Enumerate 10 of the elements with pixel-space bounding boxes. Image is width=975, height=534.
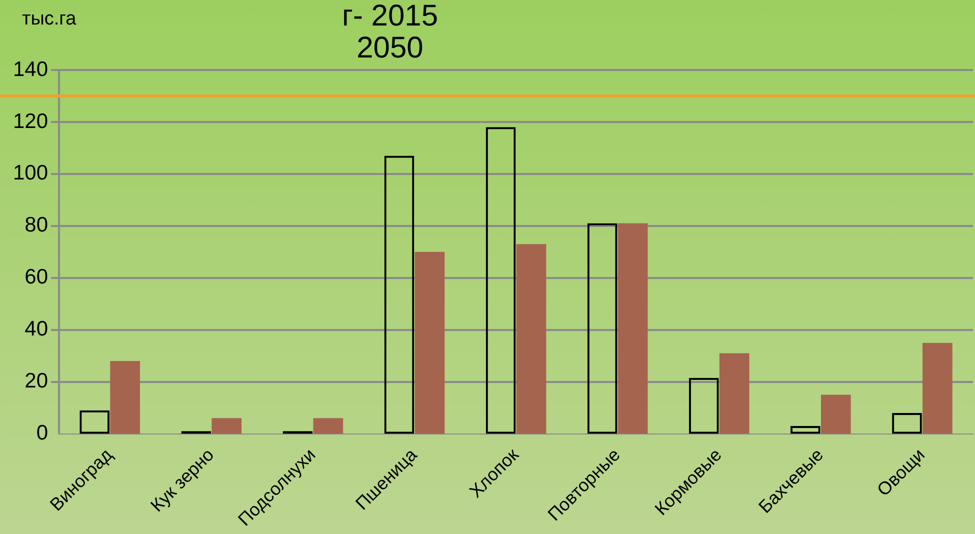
y-tick-label: 0 — [36, 422, 48, 445]
y-tick-label: 40 — [24, 318, 48, 341]
y-tick-label: 140 — [12, 58, 48, 81]
y-tick-label: 100 — [12, 162, 48, 185]
chart-title: г- 2015 2050 — [342, 0, 438, 64]
y-tick-label: 20 — [24, 370, 48, 393]
y-tick-label: 80 — [24, 214, 48, 237]
y-tick-label: 120 — [12, 110, 48, 133]
y-axis-title: тыс.га — [22, 8, 77, 30]
y-tick-label: 60 — [24, 266, 48, 289]
